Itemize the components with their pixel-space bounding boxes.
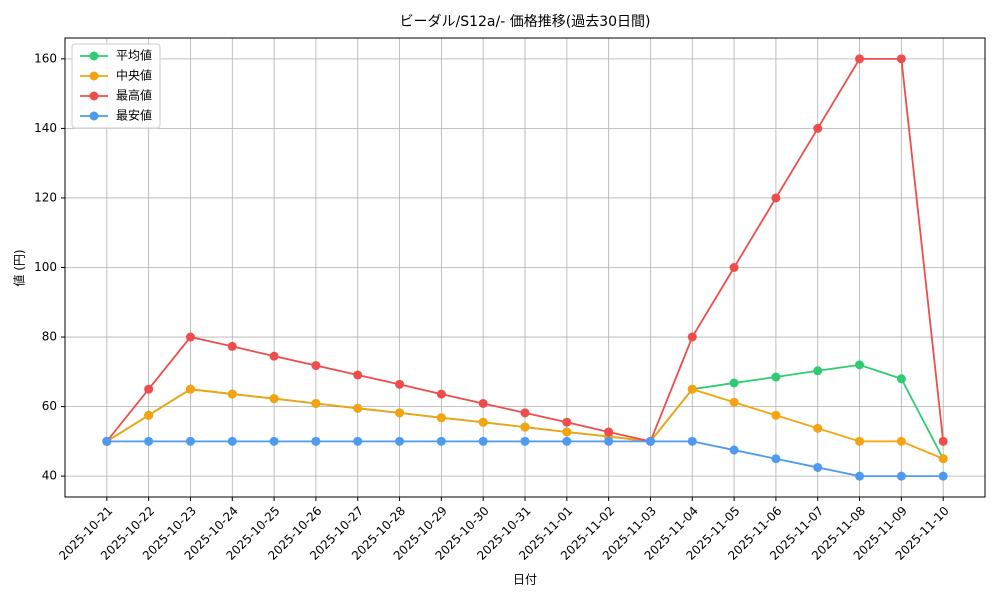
- data-point: [896, 374, 906, 384]
- data-point: [938, 436, 948, 446]
- legend-label: 中央値: [116, 68, 152, 83]
- data-point: [269, 394, 279, 404]
- legend-swatch: [89, 91, 99, 101]
- y-tick-label: 60: [42, 399, 57, 413]
- data-point: [478, 398, 488, 408]
- data-point: [813, 366, 823, 376]
- data-point: [353, 403, 363, 413]
- data-point: [771, 372, 781, 382]
- y-tick-label: 120: [34, 190, 57, 204]
- data-point: [520, 436, 530, 446]
- data-point: [185, 384, 195, 394]
- data-point: [729, 445, 739, 455]
- data-point: [645, 436, 655, 446]
- y-tick-label: 80: [42, 330, 57, 344]
- data-point: [227, 389, 237, 399]
- data-point: [269, 436, 279, 446]
- data-point: [395, 436, 405, 446]
- data-point: [771, 193, 781, 203]
- data-point: [311, 361, 321, 371]
- data-point: [269, 351, 279, 361]
- legend-label: 最安値: [116, 108, 152, 123]
- data-point: [562, 427, 572, 437]
- legend-swatch: [89, 111, 99, 121]
- data-point: [813, 462, 823, 472]
- data-point: [436, 413, 446, 423]
- legend-swatch: [89, 51, 99, 61]
- data-point: [687, 332, 697, 342]
- x-axis-label: 日付: [513, 573, 537, 587]
- data-point: [938, 454, 948, 464]
- data-point: [185, 436, 195, 446]
- y-tick-label: 40: [42, 469, 57, 483]
- data-point: [395, 408, 405, 418]
- plot-frame: [64, 37, 986, 498]
- y-tick-label: 160: [34, 51, 57, 65]
- data-point: [436, 436, 446, 446]
- data-point: [227, 436, 237, 446]
- data-point: [353, 370, 363, 380]
- data-point: [855, 436, 865, 446]
- data-point: [855, 471, 865, 481]
- data-point: [562, 436, 572, 446]
- data-point: [729, 378, 739, 388]
- y-axis-label: 値 (円): [12, 249, 27, 286]
- data-point: [436, 389, 446, 399]
- data-point: [478, 436, 488, 446]
- data-point: [896, 436, 906, 446]
- data-point: [520, 408, 530, 418]
- data-point: [604, 436, 614, 446]
- y-tick-label: 140: [34, 121, 57, 135]
- data-point: [520, 422, 530, 432]
- data-point: [938, 471, 948, 481]
- data-point: [144, 436, 154, 446]
- data-point: [395, 379, 405, 389]
- data-point: [185, 332, 195, 342]
- legend-label: 最高値: [116, 88, 152, 103]
- data-point: [102, 436, 112, 446]
- chart-title: ビーダル/S12a/- 価格推移(過去30日間): [400, 14, 651, 30]
- data-point: [687, 384, 697, 394]
- data-point: [687, 436, 697, 446]
- data-point: [729, 263, 739, 272]
- data-point: [813, 123, 823, 133]
- data-point: [855, 360, 865, 370]
- data-point: [144, 410, 154, 420]
- legend-label: 平均値: [116, 48, 152, 63]
- data-point: [771, 454, 781, 464]
- data-point: [729, 397, 739, 407]
- y-tick-label: 100: [34, 260, 57, 274]
- data-point: [855, 54, 865, 64]
- data-point: [227, 341, 237, 351]
- data-point: [896, 54, 906, 64]
- data-point: [353, 436, 363, 446]
- data-point: [896, 471, 906, 481]
- data-point: [311, 398, 321, 408]
- data-point: [771, 410, 781, 420]
- legend-swatch: [89, 71, 99, 81]
- data-point: [813, 423, 823, 433]
- data-point: [604, 427, 614, 437]
- data-point: [562, 417, 572, 427]
- data-point: [144, 384, 154, 394]
- data-point: [478, 417, 488, 427]
- legend-box: [71, 43, 161, 129]
- data-point: [311, 436, 321, 446]
